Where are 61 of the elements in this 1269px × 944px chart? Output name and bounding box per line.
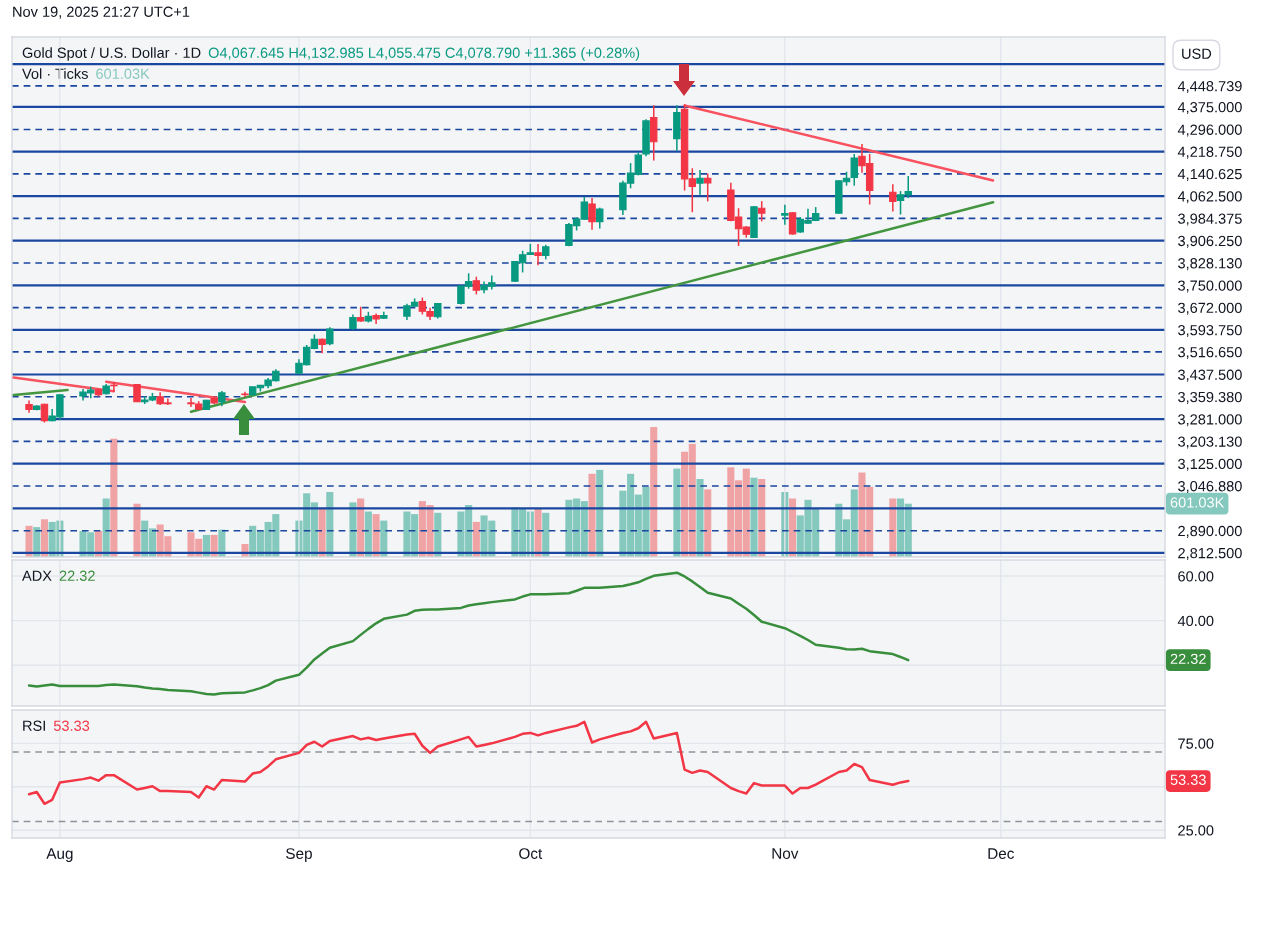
bar — [704, 489, 712, 557]
x-tick-label: Aug — [46, 848, 73, 862]
y-tick-label: 3,359.380 — [1178, 391, 1242, 404]
candlestick — [889, 183, 897, 213]
y-tick-label: 3,593.750 — [1178, 324, 1242, 338]
y-tick-label: 4,062.500 — [1177, 191, 1242, 204]
y-tick-label: 2,890.000 — [1178, 525, 1242, 538]
annotation: 601.03K — [96, 68, 150, 79]
bar — [40, 519, 48, 557]
candlestick — [788, 211, 797, 236]
y-tick-label: 40.00 — [1177, 615, 1214, 627]
y-tick-label: 4,296.000 — [1177, 124, 1242, 137]
text: 601.03K — [1170, 497, 1225, 508]
x-tick-label: Dec — [988, 848, 1014, 859]
annotation: 22.32 — [59, 570, 95, 581]
y-axis-title: USD — [1182, 48, 1212, 59]
y-tick-label: 75.00 — [1178, 738, 1214, 749]
bar — [588, 473, 596, 557]
text: Gold Spot / U.S. Dollar · 1D — [22, 47, 201, 61]
y-tick-label: 4,375.000 — [1177, 102, 1242, 115]
y-tick-label: 3,203.130 — [1178, 436, 1242, 449]
candlestick — [704, 172, 712, 203]
y-tick-label: 3,984.375 — [1178, 213, 1242, 226]
x-tick-label: Oct — [519, 848, 543, 859]
text: ADX — [22, 570, 52, 581]
bar — [542, 512, 550, 557]
text: Vol · Ticks — [22, 68, 88, 79]
y-tick-label: 25.00 — [1178, 825, 1214, 836]
y-tick-label: 60.00 — [1178, 571, 1214, 582]
x-tick-label: Sep — [286, 848, 312, 862]
text: RSI — [23, 720, 45, 731]
bar — [750, 477, 758, 557]
candlestick — [850, 153, 858, 187]
y-tick-label: 3,906.250 — [1178, 235, 1242, 248]
text: Nov 19, 2025 21:27 UTC+1 — [13, 6, 190, 19]
bar — [696, 479, 704, 557]
candlestick — [588, 197, 596, 231]
y-tick-label: 2,812.500 — [1178, 547, 1242, 561]
y-tick-label: 3,672.000 — [1178, 302, 1242, 315]
y-tick-label: 3,437.500 — [1178, 369, 1242, 382]
y-tick-label: 3,750.000 — [1178, 280, 1242, 293]
y-tick-label: 3,281.000 — [1178, 414, 1242, 427]
y-tick-label: 3,046.880 — [1178, 481, 1242, 494]
y-tick-label: 4,218.750 — [1177, 146, 1242, 159]
text: 22.32 — [1170, 653, 1206, 664]
annotation: O4,067.645 H4,132.985 L4,055.475 C4,078.790 +11.365 (+0.28%) — [208, 47, 640, 61]
candlestick — [534, 243, 542, 267]
y-tick-label: 3,516.650 — [1178, 347, 1242, 360]
candlestick — [757, 200, 766, 223]
bar — [673, 468, 681, 557]
y-tick-label: 3,125.000 — [1178, 458, 1242, 471]
y-tick-label: 3,828.130 — [1178, 258, 1242, 271]
y-tick-label: 4,448.739 — [1177, 80, 1242, 94]
bar — [110, 438, 118, 557]
y-tick-label: 4,140.625 — [1177, 168, 1242, 181]
candlestick — [696, 169, 704, 196]
bar — [650, 427, 658, 557]
text: 53.33 — [1170, 774, 1206, 785]
candlestick — [781, 204, 789, 226]
x-tick-label: Nov — [772, 848, 799, 859]
annotation: 53.33 — [53, 720, 90, 731]
